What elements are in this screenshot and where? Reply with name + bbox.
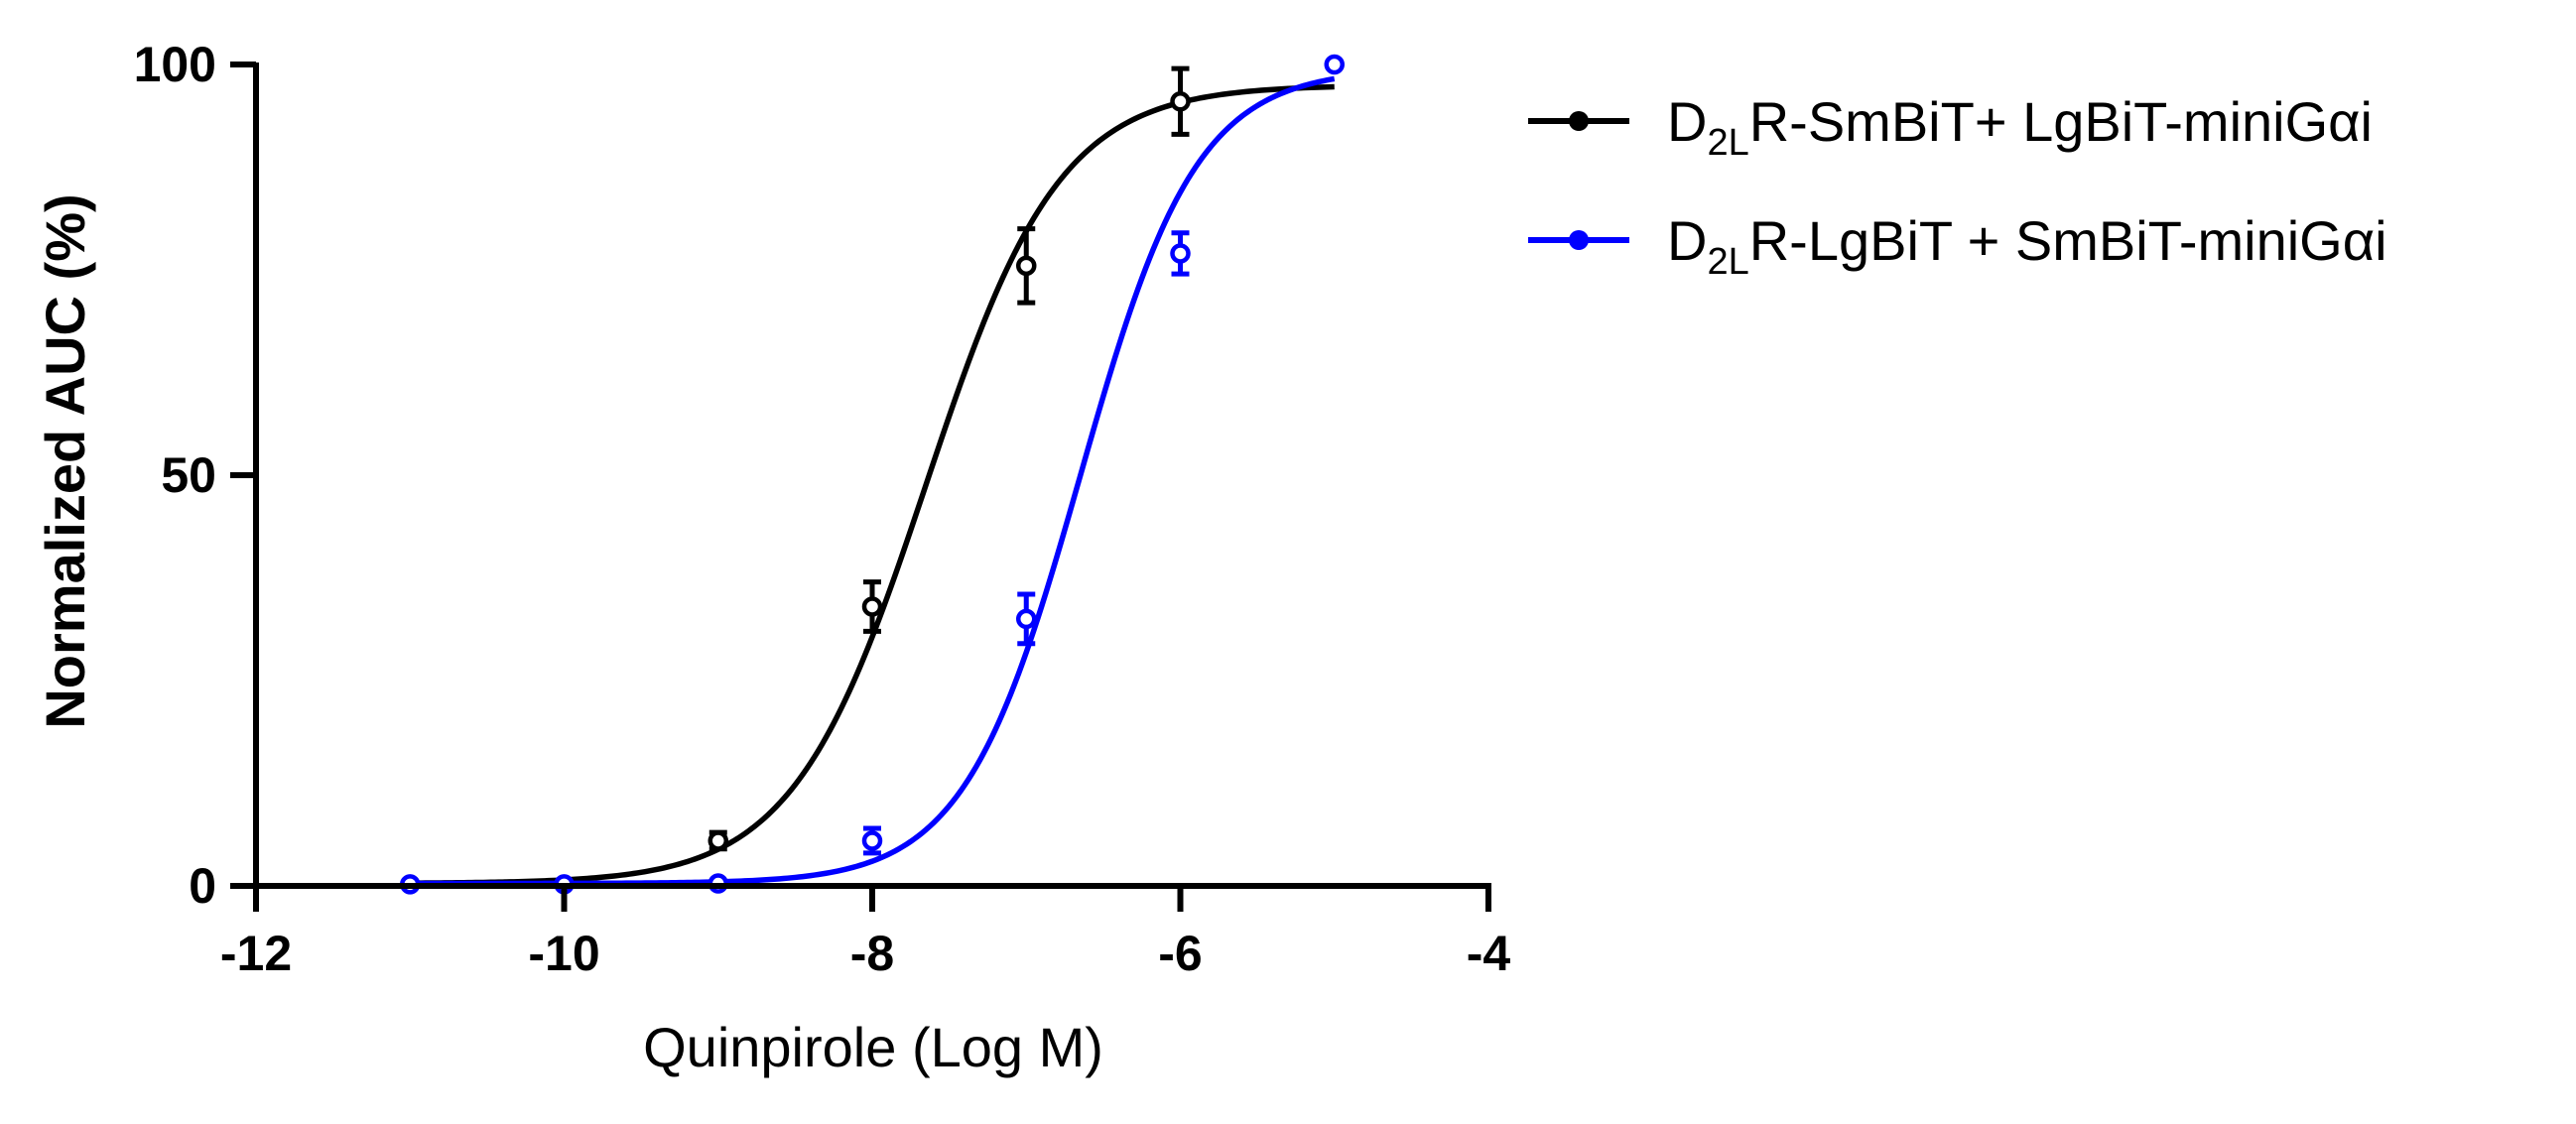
x-tick-label: -12 [220,926,292,981]
legend-label: D2LR-LgBiT + SmBiT-miniGαi [1667,209,2387,283]
data-point [1170,91,1191,112]
y-axis-title: Normalized AUC (%) [34,193,96,728]
legend: D2LR-SmBiT+ LgBiT-miniGαi D2LR-LgBiT + Sm… [1528,90,2387,283]
data-point [1324,54,1345,75]
series-1 [410,65,1335,886]
data-point [708,830,728,851]
legend-marker [1569,230,1589,250]
x-tick-label: -10 [528,926,599,981]
data-point [1016,608,1037,630]
axes: -12 -10 -8 -6 -4 0 50 100 [134,37,1511,981]
x-tick-label: -8 [850,926,894,981]
data-point [1170,243,1191,264]
y-tick-label: 100 [134,37,216,92]
x-axis-title: Quinpirole (Log M) [643,1016,1103,1078]
legend-label: D2LR-SmBiT+ LgBiT-miniGαi [1667,90,2373,164]
x-tick-label: -6 [1158,926,1202,981]
y-tick-label: 50 [161,447,216,503]
legend-item-1: D2LR-SmBiT+ LgBiT-miniGαi [1528,90,2373,164]
legend-marker [1569,111,1589,131]
series-2 [400,54,1345,895]
legend-item-2: D2LR-LgBiT + SmBiT-miniGαi [1528,209,2387,283]
y-tick-label: 0 [189,858,216,914]
plot-area [400,54,1345,895]
data-point [1016,255,1037,277]
fit-curve [410,83,1335,886]
data-point [861,596,883,617]
x-tick-label: -4 [1467,926,1511,981]
data-point [861,830,883,851]
fit-curve [410,75,1336,887]
